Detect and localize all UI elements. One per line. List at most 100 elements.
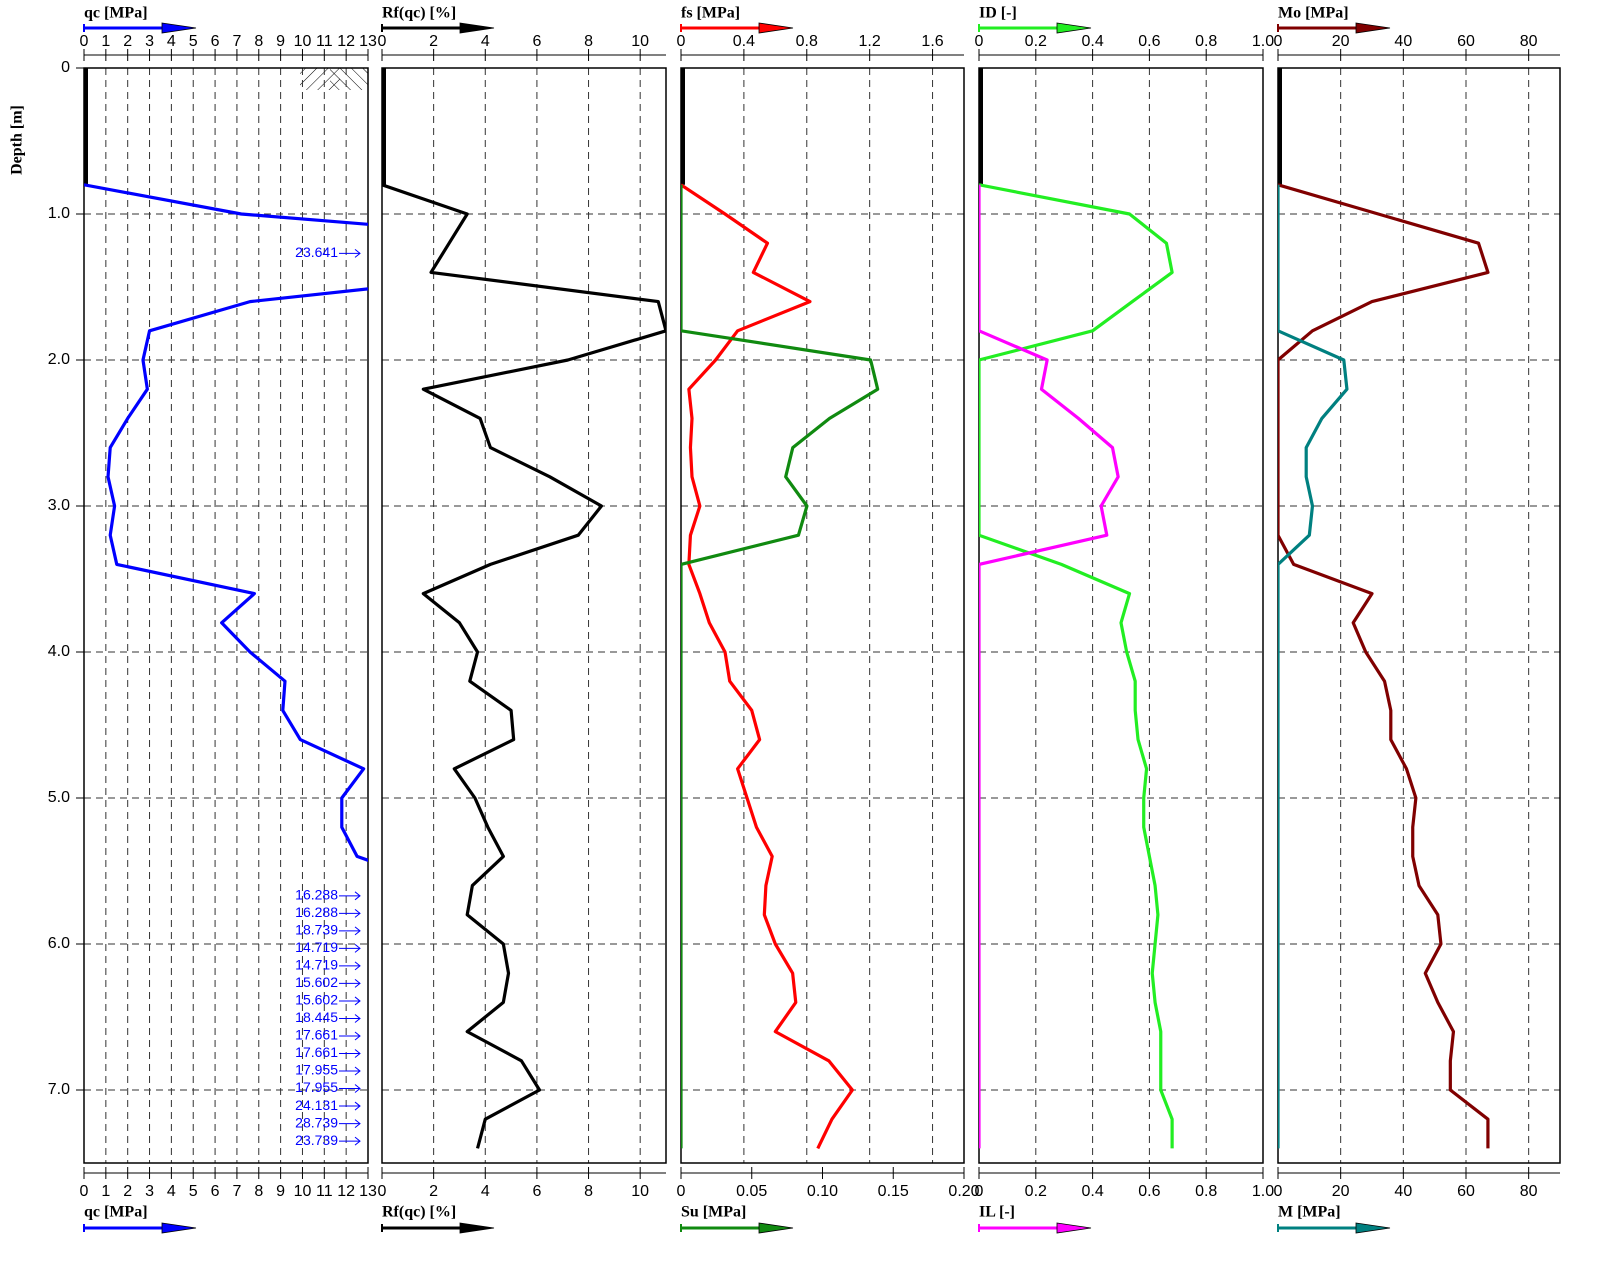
x-tick-label: 2 [123,33,132,50]
x-tick-label: 1.6 [921,33,943,50]
overflow-label: 15.602 [295,992,338,1008]
x2-tick-label: 3 [145,1183,154,1200]
x2-tick-label: 10 [631,1183,649,1200]
x2-tick-label: 9 [276,1183,285,1200]
panel-frame [979,68,1263,1163]
axis-arrowhead [162,23,196,33]
x-tick-label: 1.2 [859,33,881,50]
x-tick-label: 5 [189,33,198,50]
x-tick-label: 0.6 [1138,33,1160,50]
panel-frame [1278,68,1560,1163]
overflow-label: 17.955 [295,1079,338,1095]
series-line [979,185,1172,1149]
x2-tick-label: 0 [677,1183,686,1200]
overflow-label: 16.288 [295,904,338,920]
x-tick-label: 40 [1394,33,1412,50]
x2-tick-label: 0.15 [878,1183,909,1200]
x-tick-label: 0 [1274,33,1283,50]
x-tick-label: 1 [101,33,110,50]
y-tick-label: 0 [61,59,70,76]
overflow-label: 15.602 [295,974,338,990]
x2-axis-title: M [MPa] [1278,1204,1341,1221]
x2-tick-label: 4 [481,1183,490,1200]
plot-area [681,68,878,1148]
x2-tick-label: 2 [123,1183,132,1200]
x2-tick-label: 12 [337,1183,355,1200]
x-tick-label: 13 [359,33,377,50]
soil-symbol [330,68,368,90]
y-tick-label: 2.0 [48,351,70,368]
x-tick-label: 9 [276,33,285,50]
y-tick-label: 7.0 [48,1081,70,1098]
x-tick-label: 0.2 [1025,33,1047,50]
overflow-label: 24.131 [295,1097,338,1113]
y-tick-label: 3.0 [48,497,70,514]
axis-arrowhead [759,23,793,33]
series-line [84,185,712,1149]
chart: Depth [m] 01.02.03.04.05.06.07.001234567… [0,0,1622,1275]
overflow-label: 17.661 [295,1044,338,1060]
x2-tick-label: 6 [211,1183,220,1200]
x-tick-label: 0.8 [796,33,818,50]
series-line [382,185,666,1149]
x-tick-label: 0 [677,33,686,50]
x-tick-label: 10 [294,33,312,50]
x-tick-label: 6 [532,33,541,50]
x-tick-label: 0 [378,33,387,50]
x-tick-label: 2 [429,33,438,50]
axis-arrowhead [460,1223,494,1233]
x2-tick-label: 0 [80,1183,89,1200]
overflow-label: 14.719 [295,939,338,955]
x2-tick-label: 0.2 [1025,1183,1047,1200]
x-tick-label: 0 [975,33,984,50]
x2-tick-label: 6 [532,1183,541,1200]
x2-tick-label: 11 [316,1183,333,1200]
x-tick-label: 3 [145,33,154,50]
x2-tick-label: 80 [1520,1183,1538,1200]
x2-tick-label: 60 [1457,1183,1475,1200]
plot-area [1278,68,1488,1148]
overflow-label: 16.288 [295,887,338,903]
x-axis-title: Mo [MPa] [1278,5,1349,22]
x-tick-label: 8 [584,33,593,50]
x-axis-title: qc [MPa] [84,5,148,22]
x-tick-label: 80 [1520,33,1538,50]
x-tick-label: 4 [481,33,490,50]
x2-tick-label: 13 [359,1183,377,1200]
x-tick-label: 4 [167,33,176,50]
x2-axis-title: Su [MPa] [681,1204,746,1221]
series-line [1278,185,1488,1149]
axis-arrowhead [1057,23,1091,33]
overflow-label: 18.445 [295,1009,338,1025]
x2-tick-label: 0.6 [1138,1183,1160,1200]
axis-arrowhead [1356,1223,1390,1233]
x-tick-label: 12 [337,33,355,50]
y-tick-label: 4.0 [48,643,70,660]
axis-arrowhead [759,1223,793,1233]
x2-tick-label: 0 [975,1183,984,1200]
x2-tick-label: 8 [584,1183,593,1200]
axis-arrowhead [1356,23,1390,33]
plot-area [84,68,712,1148]
y-tick-label: 1.0 [48,205,70,222]
overflow-label: 28.739 [295,1114,338,1130]
x-axis-title: Rf(qc) [%] [382,5,456,22]
x-tick-label: 60 [1457,33,1475,50]
y-tick-label: 6.0 [48,935,70,952]
x2-tick-label: 0 [1274,1183,1283,1200]
x2-tick-label: 0.05 [736,1183,767,1200]
x2-axis-title: qc [MPa] [84,1204,148,1221]
x-tick-label: 10 [631,33,649,50]
x-axis-title: ID [-] [979,5,1017,22]
axis-arrowhead [1057,1223,1091,1233]
x2-tick-label: 0.10 [807,1183,838,1200]
axis-arrowhead [460,23,494,33]
x2-tick-label: 1.0 [1252,1183,1274,1200]
x2-tick-label: 0 [378,1183,387,1200]
x2-tick-label: 5 [189,1183,198,1200]
x2-tick-label: 1 [101,1183,110,1200]
depth-axis-title: Depth [m] [9,105,26,175]
panel-frame [681,68,964,1163]
x-tick-label: 8 [254,33,263,50]
x2-tick-label: 10 [294,1183,312,1200]
